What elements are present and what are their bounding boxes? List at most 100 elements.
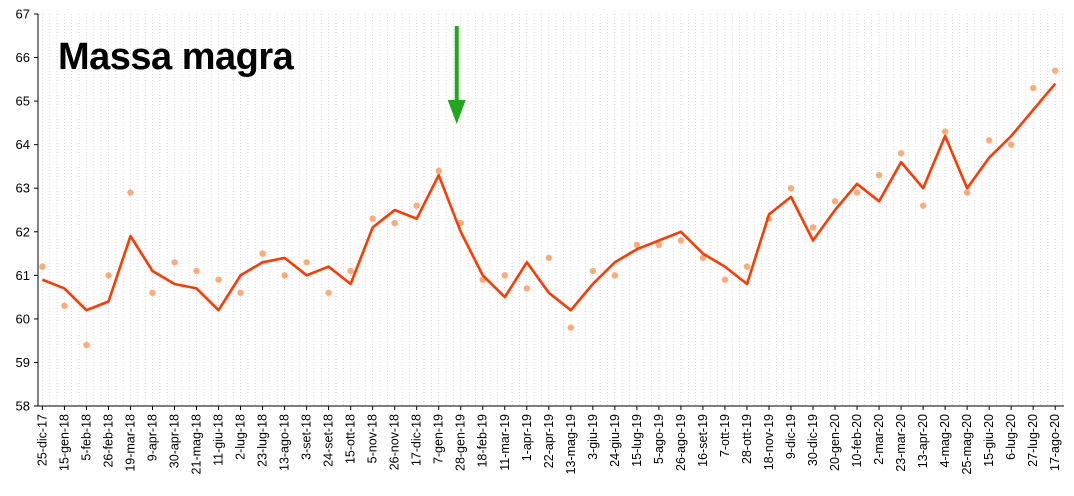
- measurement-point: [237, 289, 244, 296]
- measurement-point: [545, 254, 552, 262]
- measurement-point: [391, 219, 398, 227]
- measurement-point: [787, 185, 795, 192]
- x-tick-label: 30-apr-18: [168, 414, 182, 468]
- measurement-point: [347, 267, 354, 275]
- measurement-point: [809, 224, 817, 231]
- x-tick-label: 24-set-18: [322, 414, 336, 467]
- x-tick-label: 17-dic-18: [410, 414, 424, 466]
- x-tick-label: 24-giu-19: [608, 414, 622, 467]
- axes: [37, 14, 1064, 407]
- x-tick-label: 9-apr-18: [145, 414, 159, 461]
- x-tick-label: 6-lug-20: [1004, 414, 1018, 460]
- x-tick-label: 21-mag-18: [190, 414, 204, 474]
- measurement-point: [171, 259, 178, 266]
- x-tick-label: 5-nov-18: [366, 414, 380, 463]
- measurement-point: [897, 150, 905, 157]
- y-tick-labels: 58 59 60 61 62 63 64 65 66 67: [16, 7, 38, 414]
- measurement-point: [875, 171, 883, 179]
- measurement-point: [281, 272, 288, 279]
- x-tick-label: 22-apr-19: [542, 414, 556, 468]
- x-tick-label: 20-gen-20: [828, 414, 842, 471]
- measurement-point: [1029, 84, 1037, 92]
- measurement-point: [61, 302, 68, 310]
- x-tick-label: 15-lug-19: [630, 414, 644, 467]
- measurement-point: [127, 189, 134, 196]
- measurement-point: [985, 137, 993, 144]
- x-tick-label: 5-ago-19: [652, 414, 666, 464]
- measurement-point: [259, 250, 266, 257]
- measurement-point: [83, 341, 90, 349]
- x-tick-label: 11-mar-19: [498, 414, 512, 471]
- x-tick-label: 3-giu-19: [586, 414, 600, 460]
- x-tick-label: 13-ago-18: [278, 414, 292, 471]
- y-tick-label: 58: [16, 399, 30, 414]
- x-tick-label: 26-nov-18: [388, 414, 402, 470]
- x-tick-label: 23-mar-20: [894, 414, 908, 472]
- measurement-point: [831, 198, 839, 205]
- y-tick-label: 67: [16, 7, 30, 22]
- x-tick-label: 30-dic-19: [806, 414, 820, 466]
- x-tick-label: 11-giu-18: [212, 414, 226, 466]
- measurement-point: [941, 128, 949, 135]
- y-tick-label: 62: [16, 224, 30, 239]
- x-tick-label: 28-gen-19: [454, 414, 468, 471]
- arrow-head: [447, 100, 466, 124]
- x-tick-label: 13-apr-20: [916, 414, 930, 468]
- measurement-point: [589, 267, 597, 275]
- measurement-point: [567, 324, 575, 331]
- x-tick-label: 2-lug-18: [234, 414, 248, 460]
- x-tick-label: 27-lug-20: [1026, 414, 1040, 467]
- measurement-point: [193, 267, 200, 275]
- gridlines: [42, 14, 1063, 406]
- measurement-point: [677, 237, 685, 244]
- x-tick-label: 4-mag-20: [938, 414, 952, 468]
- y-tick-label: 63: [16, 181, 30, 196]
- x-tick-label: 15-giu-20: [982, 414, 996, 467]
- y-tick-label: 59: [16, 355, 30, 370]
- measurement-point: [105, 272, 112, 279]
- x-tick-label: 18-feb-19: [476, 414, 490, 468]
- measurement-point: [149, 289, 156, 296]
- x-tick-labels: 25-dic-17 15-gen-18 5-feb-18 26-feb-18 19-ma…: [35, 406, 1062, 474]
- x-tick-label: 19-mar-18: [123, 414, 137, 472]
- trend-line: [41, 82, 1057, 312]
- y-tick-label: 64: [16, 137, 30, 152]
- x-tick-label: 1-apr-19: [520, 414, 534, 461]
- chart-title: Massa magra: [58, 36, 294, 78]
- measurement-point: [435, 167, 442, 174]
- measurement-point: [413, 202, 420, 209]
- measurement-point: [325, 289, 332, 296]
- x-tick-label: 26-ago-19: [674, 414, 688, 471]
- x-tick-label: 15-ott-18: [344, 414, 358, 464]
- x-tick-label: 17-ago-20: [1048, 414, 1062, 471]
- y-tick-label: 61: [16, 268, 30, 283]
- annotations: [447, 26, 466, 124]
- x-tick-label: 23-lug-18: [256, 414, 270, 467]
- x-tick-label: 13-mag-19: [564, 414, 578, 474]
- measurement-point: [1007, 141, 1015, 148]
- measurement-point: [39, 263, 46, 270]
- measurement-point: [369, 215, 376, 222]
- x-tick-label: 25-mag-20: [960, 414, 974, 474]
- raw-measurements: [39, 67, 1059, 349]
- measurement-point: [743, 263, 751, 270]
- x-tick-label: 18-nov-19: [762, 414, 776, 470]
- x-tick-label: 3-set-18: [300, 414, 314, 460]
- x-tick-label: 15-gen-18: [57, 414, 71, 471]
- x-tick-label: 5-feb-18: [79, 414, 93, 461]
- x-tick-label: 26-feb-18: [101, 414, 115, 468]
- measurement-point: [1051, 67, 1059, 74]
- measurement-point: [611, 272, 619, 279]
- x-tick-label: 25-dic-17: [35, 414, 49, 466]
- x-tick-label: 2-mar-20: [872, 414, 886, 465]
- measurement-point: [963, 189, 971, 196]
- x-tick-label: 10-feb-20: [850, 414, 864, 468]
- measurement-point: [853, 189, 861, 196]
- measurement-point: [523, 285, 530, 292]
- measurement-point: [699, 254, 707, 262]
- x-tick-label: 9-dic-19: [784, 414, 798, 459]
- y-tick-label: 65: [16, 94, 30, 109]
- x-tick-label: 28-ott-19: [740, 414, 754, 464]
- moving-average-line: [41, 82, 1057, 312]
